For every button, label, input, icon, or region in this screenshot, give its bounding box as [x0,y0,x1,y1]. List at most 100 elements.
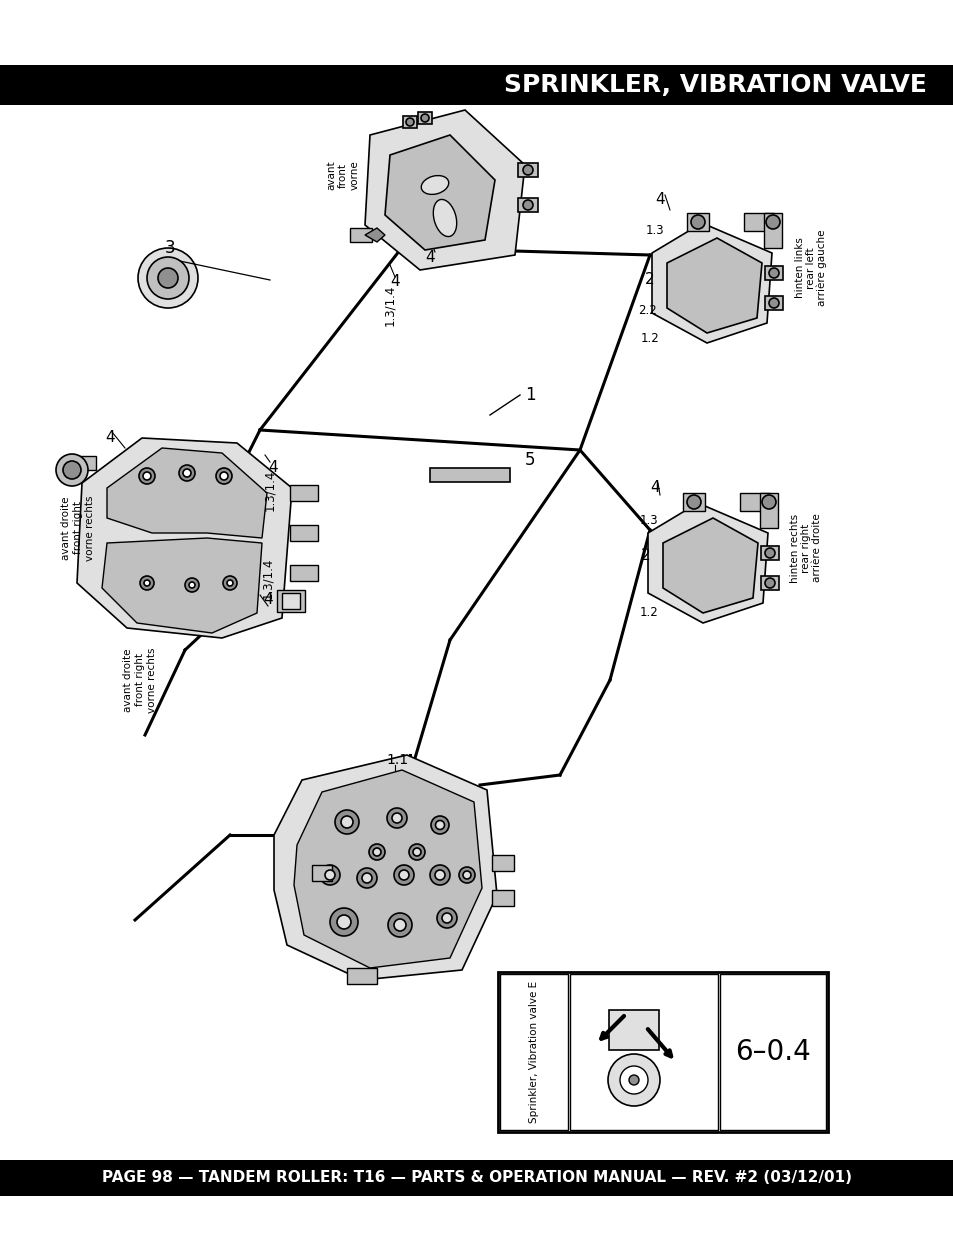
Bar [417,112,432,124]
Circle shape [340,816,353,827]
Text: vorne: vorne [350,161,359,190]
Circle shape [369,844,385,860]
Polygon shape [647,503,767,622]
Circle shape [325,869,335,881]
Bar [764,266,782,280]
Polygon shape [365,110,524,270]
Text: 1.3/1.4: 1.3/1.4 [383,284,396,326]
Circle shape [690,215,704,228]
Bar [740,493,769,511]
Text: 4: 4 [425,251,435,266]
Text: 2.2: 2.2 [638,304,657,316]
Text: rear right: rear right [801,524,810,573]
Circle shape [413,848,420,856]
Text: 3: 3 [165,240,175,257]
Polygon shape [294,769,481,968]
Circle shape [764,578,774,588]
Text: avant: avant [326,161,335,190]
Circle shape [394,919,406,931]
Text: 2: 2 [644,273,654,288]
Circle shape [409,844,424,860]
Circle shape [147,257,189,299]
Circle shape [215,468,232,484]
Circle shape [441,913,452,923]
Polygon shape [662,517,758,613]
Bar [569,974,718,1130]
Text: PAGE 98 — TANDEM ROLLER: T16 — PARTS & OPERATION MANUAL — REV. #2 (03/12/01): PAGE 98 — TANDEM ROLLER: T16 — PARTS & O… [102,1171,851,1186]
Text: 1.3: 1.3 [645,224,663,236]
Text: 4: 4 [105,431,114,446]
Circle shape [686,495,700,509]
Circle shape [435,869,444,881]
Circle shape [436,908,456,927]
Bar [517,163,537,177]
Circle shape [143,472,151,480]
Bar [74,456,96,471]
Bar [492,890,514,906]
Circle shape [185,578,199,592]
Text: hinten rechts: hinten rechts [789,514,800,583]
Text: avant droite: avant droite [61,496,71,559]
Bar [350,228,372,242]
Circle shape [330,908,357,936]
Circle shape [223,576,236,590]
Bar [430,468,510,482]
Circle shape [765,215,780,228]
Circle shape [140,576,153,590]
Circle shape [522,165,533,175]
Text: rear left: rear left [805,247,815,289]
Ellipse shape [421,175,448,194]
Bar [760,546,779,559]
Bar [290,485,317,501]
Circle shape [158,268,178,288]
Text: 1.2: 1.2 [639,605,658,619]
Circle shape [138,248,198,308]
Bar [282,593,299,609]
Circle shape [420,114,429,122]
Bar [492,855,514,871]
Circle shape [398,869,409,881]
Text: 1.2: 1.2 [640,331,659,345]
Circle shape [619,1066,647,1094]
Polygon shape [77,438,292,638]
Bar [347,968,376,984]
Circle shape [392,813,401,823]
Polygon shape [274,755,497,981]
Circle shape [361,873,372,883]
Circle shape [435,820,444,830]
Bar [290,525,317,541]
Text: SPRINKLER, VIBRATION VALVE: SPRINKLER, VIBRATION VALVE [503,73,926,98]
Polygon shape [365,228,385,242]
Text: 4: 4 [263,593,273,608]
Circle shape [139,468,154,484]
Polygon shape [102,538,262,634]
Text: arrière droite: arrière droite [811,514,821,583]
Circle shape [768,298,779,308]
Circle shape [628,1074,639,1086]
Bar [290,564,317,580]
Polygon shape [666,238,761,333]
Circle shape [522,200,533,210]
Circle shape [220,472,228,480]
Bar [760,576,779,590]
Text: 1.3/1.4: 1.3/1.4 [263,469,276,511]
Circle shape [394,864,414,885]
Bar [497,972,827,1132]
Circle shape [179,466,194,480]
Polygon shape [385,135,495,249]
Bar [760,493,778,529]
Text: 1.3/1.4: 1.3/1.4 [261,557,274,599]
Circle shape [144,580,150,585]
Text: 6–0.4: 6–0.4 [735,1037,810,1066]
Bar [608,1010,659,1050]
Bar [0,1160,953,1195]
Text: 1.3: 1.3 [639,514,658,526]
Circle shape [63,461,81,479]
Bar [763,212,781,248]
Text: front right: front right [73,501,83,555]
Text: arrière gauche: arrière gauche [816,230,826,306]
Bar [743,212,773,231]
Text: 5: 5 [524,451,535,469]
Text: vorne rechts: vorne rechts [85,495,95,561]
Bar [686,212,708,231]
